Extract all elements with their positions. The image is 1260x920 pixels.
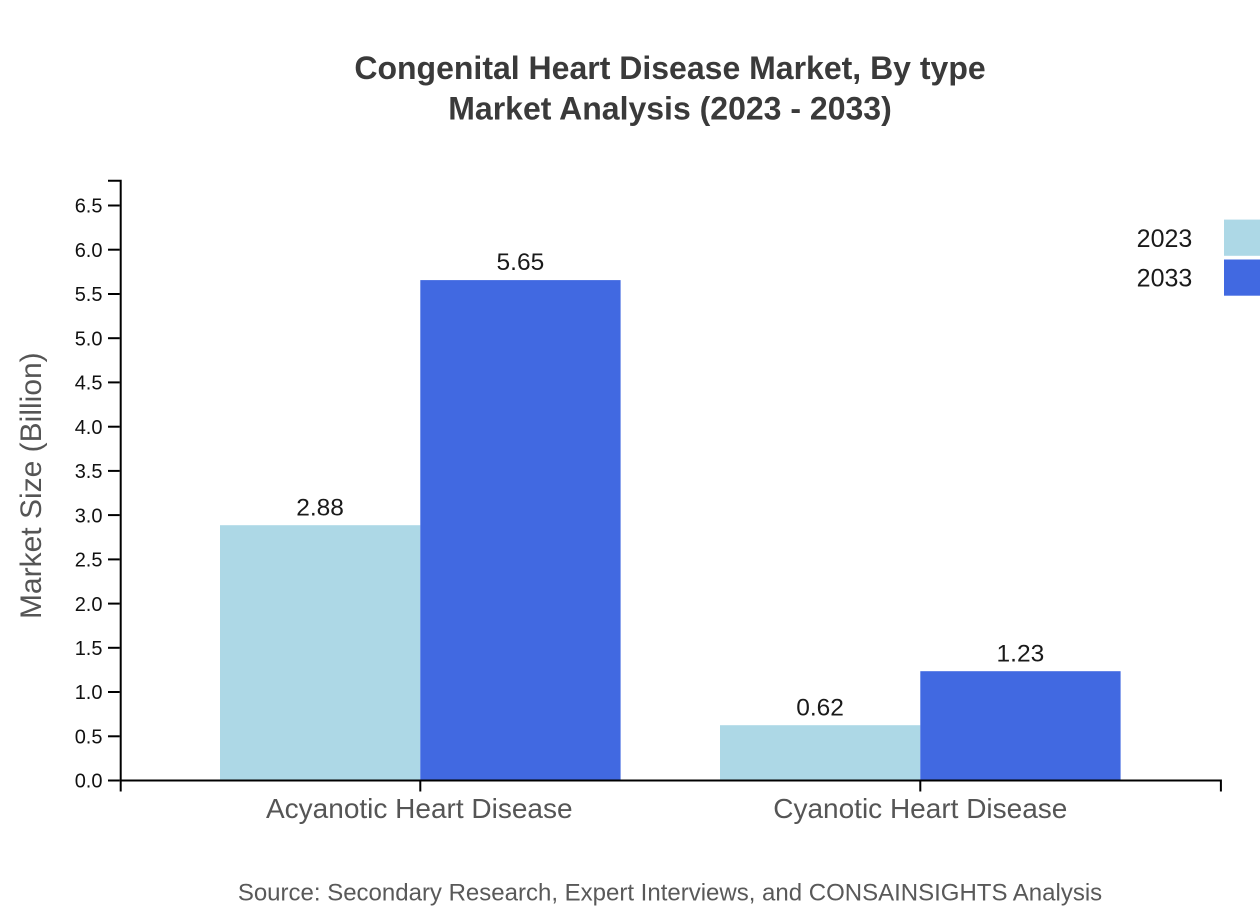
- svg-text:0.5: 0.5: [75, 727, 103, 749]
- svg-text:6.5: 6.5: [75, 196, 103, 218]
- svg-text:2.88: 2.88: [296, 494, 344, 521]
- svg-text:1.23: 1.23: [997, 640, 1045, 667]
- svg-text:Market Analysis (2023 - 2033): Market Analysis (2023 - 2033): [448, 91, 892, 127]
- svg-text:2.0: 2.0: [75, 594, 103, 616]
- svg-text:3.5: 3.5: [75, 461, 103, 483]
- svg-text:0.62: 0.62: [796, 694, 844, 721]
- svg-text:0.0: 0.0: [75, 771, 103, 793]
- svg-text:3.0: 3.0: [75, 505, 103, 527]
- svg-text:4.5: 4.5: [75, 373, 103, 395]
- svg-text:Congenital Heart Disease Marke: Congenital Heart Disease Market, By type: [354, 50, 985, 86]
- svg-text:Market Size (Billion): Market Size (Billion): [15, 352, 48, 619]
- svg-text:Acyanotic Heart Disease: Acyanotic Heart Disease: [266, 793, 573, 824]
- svg-text:6.0: 6.0: [75, 240, 103, 262]
- svg-text:Source: Secondary Research, Ex: Source: Secondary Research, Expert Inter…: [238, 879, 1102, 906]
- svg-text:Cyanotic Heart Disease: Cyanotic Heart Disease: [773, 793, 1067, 824]
- svg-text:5.5: 5.5: [75, 284, 103, 306]
- svg-text:2033: 2033: [1137, 265, 1193, 293]
- svg-text:5.65: 5.65: [497, 249, 545, 276]
- svg-text:2023: 2023: [1137, 225, 1193, 253]
- svg-text:1.5: 1.5: [75, 638, 103, 660]
- svg-text:1.0: 1.0: [75, 682, 103, 704]
- svg-text:2.5: 2.5: [75, 550, 103, 572]
- svg-text:4.0: 4.0: [75, 417, 103, 439]
- svg-text:5.0: 5.0: [75, 328, 103, 350]
